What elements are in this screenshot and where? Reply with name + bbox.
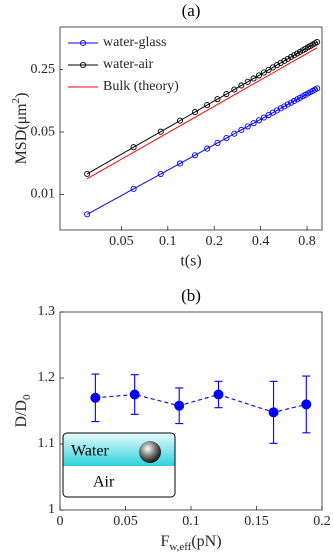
data-point xyxy=(301,399,312,410)
data-point xyxy=(223,135,230,142)
y-tick-label: 0.25 xyxy=(31,62,56,77)
data-point xyxy=(157,170,164,178)
data-point xyxy=(238,126,245,133)
connecting-line xyxy=(95,393,307,413)
data-point xyxy=(277,105,284,112)
x-tick-label: 0.15 xyxy=(244,514,269,529)
data-point xyxy=(204,102,211,109)
legend-marker xyxy=(79,39,87,47)
data-point xyxy=(281,57,288,64)
data-point xyxy=(129,389,140,400)
chart-title: (a) xyxy=(182,1,201,20)
data-point xyxy=(288,99,295,106)
data-point xyxy=(214,96,221,103)
data-point xyxy=(238,82,245,89)
data-point xyxy=(130,144,137,151)
chart-title: (b) xyxy=(181,286,201,305)
y-tick-label: 1.2 xyxy=(38,370,56,385)
data-point xyxy=(157,128,164,135)
data-point xyxy=(291,52,298,59)
data-point xyxy=(84,211,91,218)
data-point xyxy=(314,85,321,92)
data-point xyxy=(250,120,257,127)
data-point xyxy=(255,117,262,124)
legend-label: water-air xyxy=(103,57,154,72)
data-point xyxy=(244,123,251,130)
data-point xyxy=(255,72,262,79)
data-point xyxy=(214,139,221,147)
data-point xyxy=(288,53,295,61)
data-point xyxy=(231,130,238,137)
data-point xyxy=(176,117,184,124)
x-tick-label: 0.1 xyxy=(182,514,200,529)
data-point xyxy=(284,55,291,62)
x-tick-label: 0.4 xyxy=(252,234,270,249)
y-tick-label: 1.3 xyxy=(38,304,56,319)
y-tick-label: 0.01 xyxy=(31,187,56,202)
data-point xyxy=(314,38,321,46)
data-point xyxy=(191,109,198,116)
inset-air-label: Air xyxy=(93,474,115,491)
data-point xyxy=(223,90,230,98)
data-point xyxy=(90,392,101,403)
label-part: D/D xyxy=(13,400,30,428)
y-tick-label: 1 xyxy=(48,502,55,517)
x-axis-label: Fw,eff(pN) xyxy=(160,533,221,553)
data-point xyxy=(84,170,91,177)
label-part: w,eff xyxy=(169,541,191,553)
data-point xyxy=(260,114,267,121)
y-axis-label: MSD(μm2) xyxy=(10,93,30,165)
inset-particle xyxy=(139,441,161,463)
legend-box xyxy=(63,30,203,102)
x-tick-label: 0.05 xyxy=(113,514,138,529)
data-point xyxy=(231,86,238,93)
x-tick-label: 0.8 xyxy=(298,234,316,249)
data-point xyxy=(284,101,291,108)
data-point xyxy=(281,103,288,110)
label-part: 0 xyxy=(21,394,33,400)
label-part: MSD(μm xyxy=(13,103,30,165)
data-point xyxy=(244,78,251,85)
data-point xyxy=(204,145,211,152)
legend-label: Bulk (theory) xyxy=(103,79,179,94)
label-part: F xyxy=(160,533,169,550)
data-point xyxy=(250,75,257,82)
x-tick-label: 0.1 xyxy=(159,234,177,249)
inset-water-label: Water xyxy=(71,443,109,460)
series-line xyxy=(86,47,318,180)
label-part: ) xyxy=(13,93,30,98)
x-tick-label: 0 xyxy=(57,514,64,529)
label-part: (pN) xyxy=(191,533,221,550)
x-tick-label: 0.2 xyxy=(313,514,331,529)
data-point xyxy=(260,69,267,76)
label-part: 2 xyxy=(10,98,22,104)
inset-frame xyxy=(62,432,176,498)
legend-marker xyxy=(79,61,87,69)
y-axis-label: D/D0 xyxy=(13,394,33,428)
data-point xyxy=(174,400,185,411)
legend-label: water-glass xyxy=(103,35,166,50)
data-point xyxy=(191,152,198,159)
y-tick-label: 0.05 xyxy=(31,124,56,139)
data-point xyxy=(268,407,279,418)
y-tick-label: 1.1 xyxy=(38,436,56,451)
data-point xyxy=(130,185,137,192)
x-axis-label: t(s) xyxy=(180,253,201,270)
x-tick-label: 0.05 xyxy=(109,234,134,249)
x-tick-label: 0.2 xyxy=(205,234,223,249)
data-point xyxy=(291,97,298,105)
data-point xyxy=(176,160,184,167)
data-point xyxy=(213,389,224,400)
